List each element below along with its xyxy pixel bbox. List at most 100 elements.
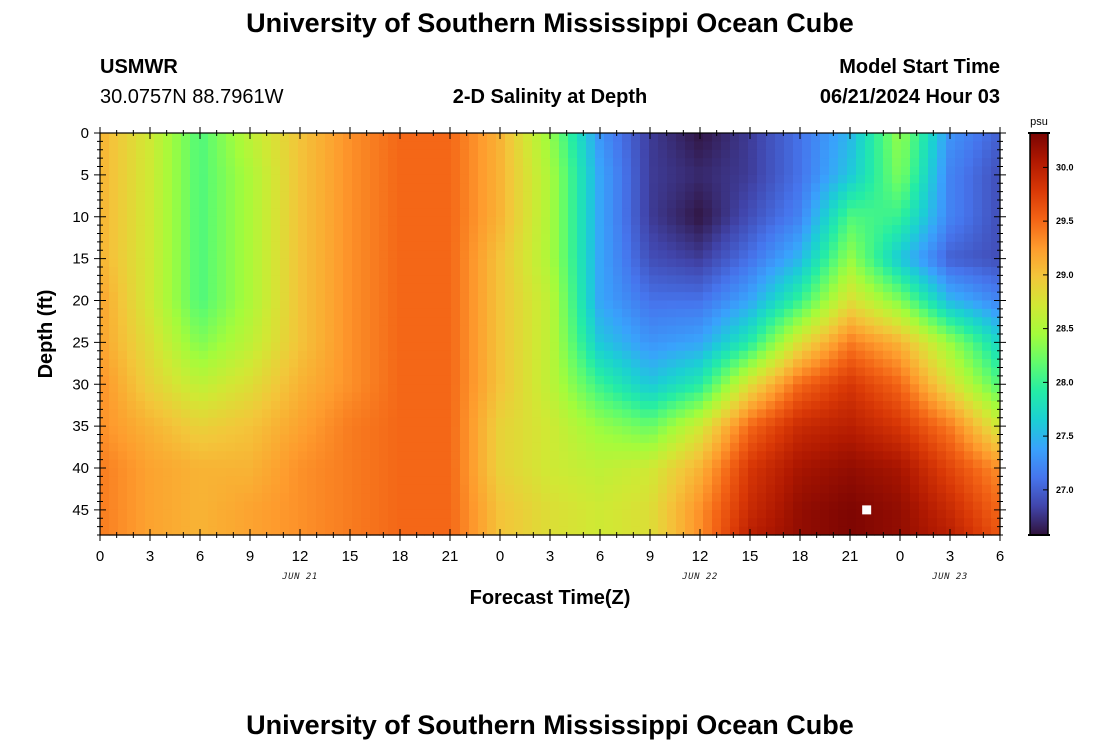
heatmap-cell [163,501,173,511]
heatmap-cell [667,133,677,142]
heatmap-cell [361,308,371,318]
heatmap-cell [163,392,173,402]
heatmap-cell [820,133,830,142]
heatmap-cell [874,476,884,486]
heatmap-cell [280,468,290,477]
heatmap-cell [127,141,137,151]
heatmap-cell [856,367,866,377]
heatmap-cell [883,375,893,385]
heatmap-cell [685,183,695,193]
heatmap-cell [712,501,722,511]
heatmap-cell [982,401,992,410]
heatmap-cell [739,375,749,385]
heatmap-cell [442,442,452,452]
heatmap-cell [280,275,290,285]
heatmap-cell [631,367,641,377]
heatmap-cell [172,275,182,285]
heatmap-cell [181,442,191,452]
heatmap-cell [910,300,920,310]
heatmap-cell [712,216,722,226]
heatmap-cell [622,442,632,452]
heatmap-cell [343,442,353,452]
heatmap-cell [694,208,704,218]
heatmap-cell [757,509,767,519]
heatmap-cell [514,250,524,260]
heatmap-cell [928,476,938,486]
heatmap-cell [586,308,596,318]
heatmap-cell [343,283,353,293]
heatmap-cell [307,308,317,318]
heatmap-cell [937,434,947,444]
heatmap-cell [901,518,911,528]
heatmap-cell [496,191,506,201]
heatmap-cell [973,250,983,260]
heatmap-cell [901,166,911,176]
heatmap-cell [676,258,686,268]
heatmap-cell [514,200,524,209]
heatmap-cell [415,158,425,168]
heatmap-cell [856,250,866,260]
heatmap-cell [145,275,155,285]
heatmap-cell [136,442,146,452]
heatmap-cell [721,250,731,260]
heatmap-cell [793,401,803,410]
heatmap-cell [505,191,515,201]
heatmap-cell [739,426,749,436]
heatmap-cell [352,526,362,536]
heatmap-cell [487,468,497,477]
heatmap-cell [883,233,893,243]
heatmap-cell [586,350,596,360]
heatmap-cell [865,518,875,528]
heatmap-cell [640,133,650,142]
heatmap-cell [577,141,587,151]
heatmap-cell [460,442,470,452]
heatmap-cell [685,191,695,201]
heatmap-cell [253,384,263,394]
heatmap-cell [622,342,632,352]
heatmap-cell [955,275,965,285]
heatmap-cell [262,334,272,343]
heatmap-cell [289,200,299,209]
heatmap-cell [181,267,191,276]
heatmap-cell [118,493,128,503]
heatmap-cell [370,267,380,276]
heatmap-cell [964,417,974,427]
heatmap-cell [685,275,695,285]
heatmap-cell [460,484,470,494]
heatmap-cell [388,350,398,360]
heatmap-cell [262,133,272,142]
heatmap-cell [775,149,785,159]
heatmap-cell [325,233,335,243]
heatmap-cell [964,518,974,528]
heatmap-cell [298,233,308,243]
heatmap-cell [334,292,344,302]
heatmap-cell [604,442,614,452]
heatmap-cell [892,250,902,260]
heatmap-cell [271,392,281,402]
heatmap-cell [631,216,641,226]
heatmap-cell [883,434,893,444]
heatmap-cell [208,484,218,494]
heatmap-cell [892,484,902,494]
heatmap-cell [316,342,326,352]
heatmap-cell [163,350,173,360]
heatmap-cell [469,367,479,377]
heatmap-cell [991,375,1001,385]
heatmap-cell [478,275,488,285]
heatmap-cell [388,518,398,528]
heatmap-cell [559,133,569,142]
heatmap-cell [622,384,632,394]
heatmap-cell [460,191,470,201]
heatmap-cell [496,451,506,461]
heatmap-cell [811,183,821,193]
heatmap-cell [757,409,767,419]
heatmap-cell [181,241,191,251]
heatmap-cell [271,225,281,235]
heatmap-cell [370,509,380,519]
heatmap-cell [658,434,668,444]
heatmap-cell [145,233,155,243]
heatmap-cell [172,459,182,469]
heatmap-cell [442,258,452,268]
heatmap-cell [406,225,416,235]
heatmap-cell [226,149,236,159]
